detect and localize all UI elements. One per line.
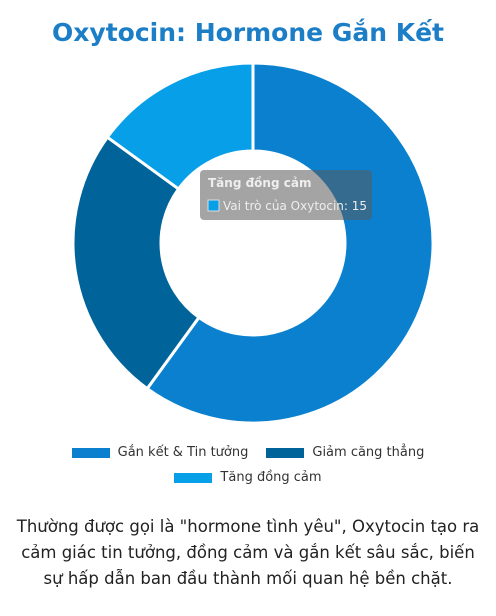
chart: Tăng đồng cảm Vai trò của Oxytocin: 15 [71,61,435,425]
legend-item[interactable]: Tăng đồng cảm [174,468,322,487]
legend: Gắn kết & Tin tưởng Giảm căng thẳng Tăng đ… [68,443,428,487]
doughnut-segment [71,135,202,391]
legend-item[interactable]: Gắn kết & Tin tưởng [71,443,249,462]
tooltip-text: Vai trò của Oxytocin: 15 [223,199,367,213]
legend-label: Tăng đồng cảm [220,470,322,485]
doughnut-segment [145,61,435,425]
legend-swatch [266,447,305,458]
legend-item[interactable]: Giảm căng thẳng [266,443,424,462]
tooltip-title: Tăng đồng cảm [208,176,311,190]
description: Thường được gọi là "hormone tình yêu", O… [16,517,480,588]
doughnut-segment [105,61,255,192]
tooltip-box [200,170,372,220]
legend-swatch [71,447,110,458]
legend-label: Gắn kết & Tin tưởng [117,445,249,460]
legend-label: Giảm căng thẳng [312,445,425,460]
tooltip-swatch [207,199,220,212]
chart-title: Oxytocin: Hormone Gắn Kết [52,18,444,47]
legend-swatch [174,472,213,483]
